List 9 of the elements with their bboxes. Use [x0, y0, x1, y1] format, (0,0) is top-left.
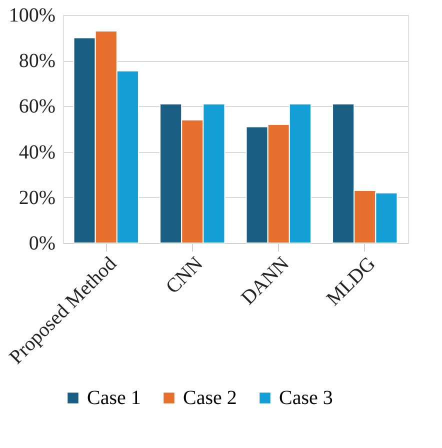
legend-label: Case 2	[183, 387, 237, 409]
legend-label: Case 3	[279, 387, 333, 409]
legend-label: Case 1	[87, 387, 141, 409]
y-tick-label: 100%	[8, 4, 56, 26]
y-tick-label: 0%	[28, 232, 56, 254]
y-tick-label: 40%	[18, 141, 56, 164]
y-tick-label: 80%	[18, 50, 56, 72]
y-tick-label: 20%	[18, 186, 56, 209]
y-tick-label: 60%	[18, 96, 56, 118]
